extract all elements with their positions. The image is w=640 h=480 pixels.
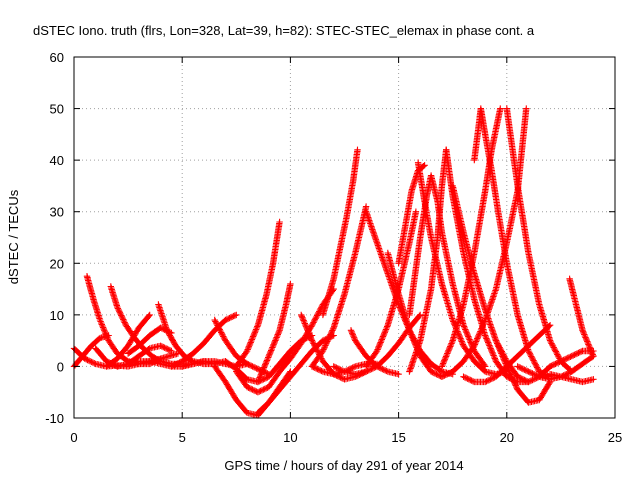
series-arc-6 — [103, 311, 153, 370]
series-markers — [406, 146, 450, 375]
x-tick-label: 20 — [500, 430, 514, 445]
series-arc-29 — [362, 208, 420, 370]
y-tick-label: 60 — [50, 50, 64, 65]
axis-ticks — [73, 56, 616, 419]
series-arc-41 — [492, 337, 554, 406]
series-arc-19 — [254, 280, 294, 386]
series-markers — [135, 350, 182, 368]
series-markers — [414, 159, 510, 378]
series-arc-33 — [406, 146, 450, 375]
x-tick-label: 15 — [391, 430, 405, 445]
y-tick-label: 40 — [50, 153, 64, 168]
y-tick-label: 20 — [50, 256, 64, 271]
series-arc-44 — [546, 347, 597, 370]
series-arc-9 — [124, 324, 175, 357]
y-tick-label: 50 — [50, 102, 64, 117]
series-arc-36 — [438, 105, 504, 370]
series-arc-31 — [414, 159, 510, 378]
y-tick-label: 10 — [50, 308, 64, 323]
series-arc-27 — [330, 311, 424, 378]
x-tick-label: 10 — [283, 430, 297, 445]
series-markers — [492, 337, 554, 406]
series-arc-38 — [438, 105, 530, 380]
series-arc-39 — [503, 105, 575, 375]
series-markers — [546, 371, 597, 386]
series-markers — [362, 208, 420, 370]
y-tick-label: 30 — [50, 205, 64, 220]
series-arc-45 — [546, 371, 597, 386]
series-markers — [438, 105, 530, 380]
series-markers — [254, 280, 294, 386]
x-tick-label: 5 — [179, 430, 186, 445]
plot-frame — [73, 56, 616, 419]
series-arc-28 — [384, 249, 446, 380]
series-markers — [124, 324, 175, 357]
series-markers — [546, 347, 597, 370]
x-tick-label: 0 — [70, 430, 77, 445]
series-arc-11 — [168, 311, 240, 370]
series-markers — [471, 105, 554, 380]
series-markers — [103, 311, 153, 370]
tick-labels: 0 5 10 15 20 25 -10 0 10 20 30 40 50 60 — [45, 50, 622, 445]
y-tick-label: -10 — [45, 411, 64, 426]
x-axis-label: GPS time / hours of day 291 of year 2014 — [224, 458, 463, 473]
data-series — [70, 105, 597, 419]
series-markers — [330, 311, 424, 378]
series-arc-24 — [319, 146, 361, 319]
series-markers — [503, 105, 575, 375]
series-arc-10 — [135, 350, 182, 368]
y-tick-label: 0 — [57, 359, 64, 374]
series-markers — [319, 146, 361, 319]
chart-title: dSTEC Iono. truth (flrs, Lon=328, Lat=39… — [33, 23, 535, 38]
series-markers — [443, 146, 532, 386]
series-markers — [438, 105, 504, 370]
series-markers — [233, 218, 283, 370]
series-arc-37 — [471, 105, 554, 380]
y-axis-label: dSTEC / TECUs — [6, 189, 21, 284]
series-markers — [384, 249, 446, 380]
series-arc-34 — [443, 146, 532, 386]
x-tick-label: 25 — [608, 430, 622, 445]
series-arc-16 — [233, 218, 283, 370]
series-markers — [168, 311, 240, 370]
